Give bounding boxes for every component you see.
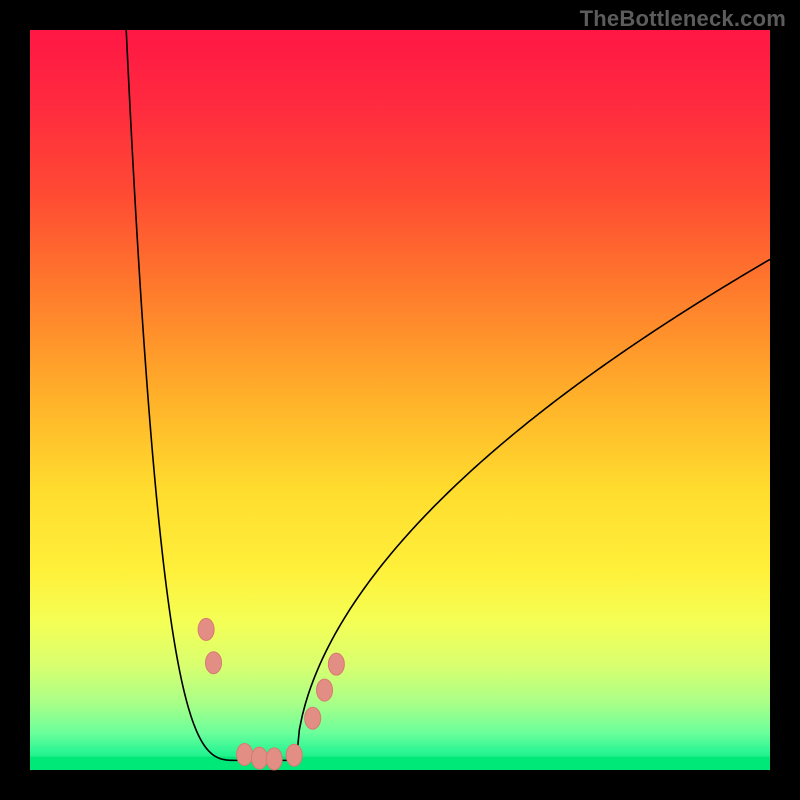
curve-marker [266,748,282,770]
curve-marker [237,743,253,765]
chart-root: TheBottleneck.com [0,0,800,800]
curve-marker [286,744,302,766]
bottom-band [30,757,770,770]
curve-marker [251,747,267,769]
curve-marker [206,652,222,674]
chart-svg [0,0,800,800]
curve-marker [305,707,321,729]
gradient-background [30,30,770,770]
plot-area [30,30,770,770]
curve-marker [328,653,344,675]
curve-marker [317,679,333,701]
curve-marker [198,618,214,640]
